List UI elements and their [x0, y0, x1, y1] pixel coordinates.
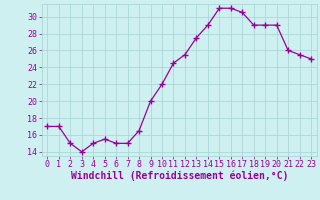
X-axis label: Windchill (Refroidissement éolien,°C): Windchill (Refroidissement éolien,°C): [70, 171, 288, 181]
